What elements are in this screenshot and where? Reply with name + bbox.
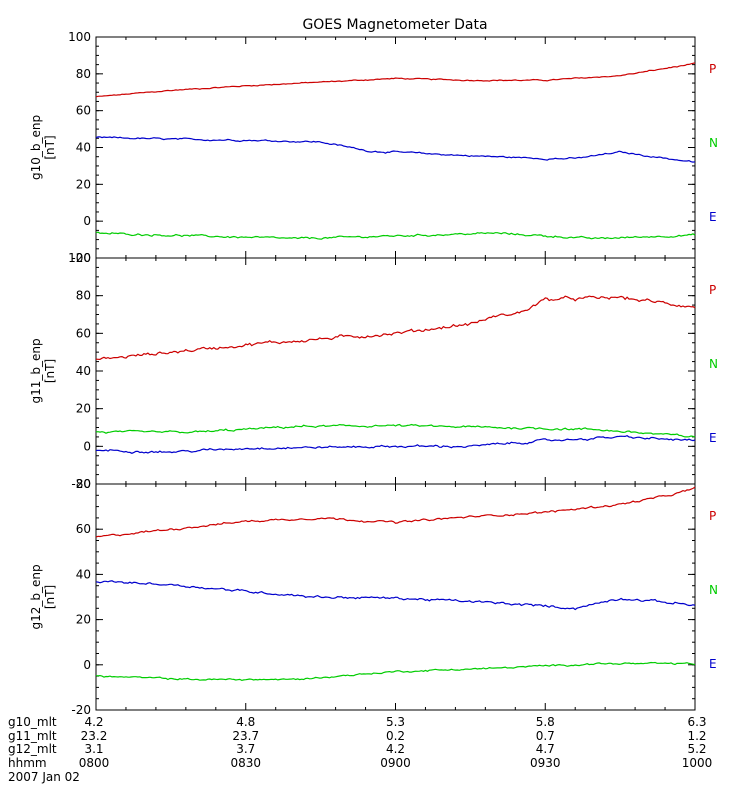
plot-frame <box>95 257 696 485</box>
y-tick-label: 100 <box>68 30 91 44</box>
panel-2: -20 0 20 40 60 80 g12_b_enp [nT] P N E <box>29 477 718 717</box>
legend-E: E <box>709 657 717 671</box>
y-tick-label: 20 <box>76 177 91 191</box>
footer-value: 0.7 <box>536 729 555 743</box>
panel-0: -20 0 20 40 60 80 100 g10_b_enp [nT] P N E <box>29 30 718 265</box>
footer-value: 5.3 <box>386 715 405 729</box>
series-line-0 <box>95 295 696 361</box>
footer-value: 4.7 <box>536 742 555 756</box>
footer-value: 4.8 <box>236 715 255 729</box>
y-axis-label: g11_b_enp <box>29 338 43 403</box>
footer-value: 6.3 <box>687 715 706 729</box>
legend-N: N <box>709 357 718 371</box>
y-tick-label: 40 <box>76 567 91 581</box>
legend-P: P <box>709 62 716 76</box>
footer-table: g10_mlt 4.2 4.8 5.3 5.8 6.3 g11_mlt 23.2 23.7 0.2… <box>8 715 712 784</box>
legend-P: P <box>709 283 716 297</box>
series-line-0 <box>95 62 696 98</box>
series-line-1 <box>95 423 696 438</box>
footer-value: 23.7 <box>232 729 259 743</box>
footer-value: 0800 <box>79 756 110 770</box>
legend-E: E <box>709 431 717 445</box>
y-tick-label: 60 <box>76 326 91 340</box>
y-tick-label: 0 <box>83 439 91 453</box>
footer-date: 2007 Jan 02 <box>8 770 80 784</box>
footer-value: 0930 <box>530 756 561 770</box>
series-line-2 <box>95 231 696 240</box>
legend-N: N <box>709 136 718 150</box>
series-line-2 <box>95 661 696 682</box>
footer-value: 1.2 <box>687 729 706 743</box>
legend-P: P <box>709 509 716 523</box>
y-tick-label: -20 <box>71 477 91 491</box>
y-tick-label: 80 <box>76 477 91 491</box>
footer-value: 0.2 <box>386 729 405 743</box>
y-axis-label: g12_b_enp <box>29 564 43 629</box>
series-line-1 <box>95 580 696 611</box>
y-tick-label: 20 <box>76 402 91 416</box>
y-tick-label: -20 <box>71 703 91 717</box>
y-axis-label: g10_b_enp <box>29 115 43 180</box>
footer-row-label: g12_mlt <box>8 742 57 756</box>
y-axis-unit: [nT] <box>43 585 57 609</box>
footer-value: 5.2 <box>687 742 706 756</box>
footer-value: 0900 <box>380 756 411 770</box>
y-axis-unit: [nT] <box>43 359 57 383</box>
footer-value: 1000 <box>682 756 713 770</box>
footer-row-label: g10_mlt <box>8 715 57 729</box>
chart-title: GOES Magnetometer Data <box>302 17 487 33</box>
footer-value: 0830 <box>230 756 261 770</box>
series-line-1 <box>95 136 696 163</box>
footer-value: 3.7 <box>236 742 255 756</box>
y-tick-label: 40 <box>76 141 91 155</box>
footer-value: 4.2 <box>386 742 405 756</box>
footer-value: 5.8 <box>536 715 555 729</box>
y-tick-label: 80 <box>76 67 91 81</box>
footer-value: 23.2 <box>81 729 108 743</box>
y-tick-label: 100 <box>68 251 91 265</box>
series-line-2 <box>95 435 696 454</box>
footer-row-label: hhmm <box>8 756 47 770</box>
y-tick-label: 60 <box>76 522 91 536</box>
footer-row-label: g11_mlt <box>8 729 57 743</box>
y-tick-label: 40 <box>76 364 91 378</box>
legend-N: N <box>709 583 718 597</box>
series-line-0 <box>95 486 696 538</box>
legend-E: E <box>709 210 717 224</box>
y-tick-label: -20 <box>71 251 91 265</box>
panel-1: -20 0 20 40 60 80 100 g11_b_enp [nT] P N E <box>29 251 718 491</box>
y-tick-label: 0 <box>83 214 91 228</box>
y-tick-label: 0 <box>83 658 91 672</box>
y-axis-unit: [nT] <box>43 135 57 159</box>
plot-frame <box>95 36 696 259</box>
footer-value: 3.1 <box>84 742 103 756</box>
y-tick-label: 20 <box>76 613 91 627</box>
y-tick-label: 60 <box>76 104 91 118</box>
footer-value: 4.2 <box>84 715 103 729</box>
y-tick-label: 80 <box>76 289 91 303</box>
